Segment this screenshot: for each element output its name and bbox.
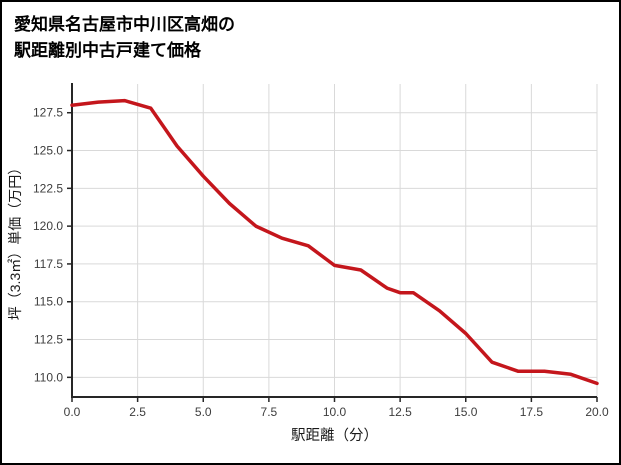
y-tick-label: 122.5: [33, 181, 63, 195]
y-axis-label: 坪（3.3㎡）単価（万円）: [7, 161, 23, 320]
y-tick-label: 112.5: [34, 333, 63, 347]
x-axis-label: 駅距離（分）: [291, 426, 378, 444]
y-tick-label: 110.0: [34, 370, 63, 384]
y-tick-label: 125.0: [33, 144, 63, 158]
y-tick-label: 127.5: [33, 106, 63, 120]
chart-title: 愛知県名古屋市中川区高畑の 駅距離別中古戸建て価格: [14, 12, 235, 63]
chart-title-line-1: 愛知県名古屋市中川区高畑の: [14, 15, 235, 34]
x-tick-label: 0.0: [64, 405, 81, 419]
chart-title-line-2: 駅距離別中古戸建て価格: [14, 40, 201, 60]
x-tick-label: 17.5: [520, 405, 544, 419]
x-tick-label: 15.0: [454, 405, 478, 419]
x-tick-label: 12.5: [388, 405, 412, 419]
x-tick-label: 7.5: [261, 405, 278, 419]
x-tick-label: 20.0: [585, 405, 609, 419]
y-tick-label: 117.5: [34, 257, 63, 271]
price-series-line: [70, 98, 599, 386]
y-tick-label: 115.0: [34, 295, 63, 309]
price-line-chart: 0.0 2.5 5.0 7.5 10.0 12.5 15.0 17.5 20.0 110.0 112…: [7, 83, 609, 444]
y-tick-label: 120.0: [33, 219, 63, 233]
x-tick-label: 5.0: [195, 405, 212, 419]
x-tick-label: 10.0: [323, 405, 347, 419]
x-tick-label: 2.5: [129, 405, 146, 419]
